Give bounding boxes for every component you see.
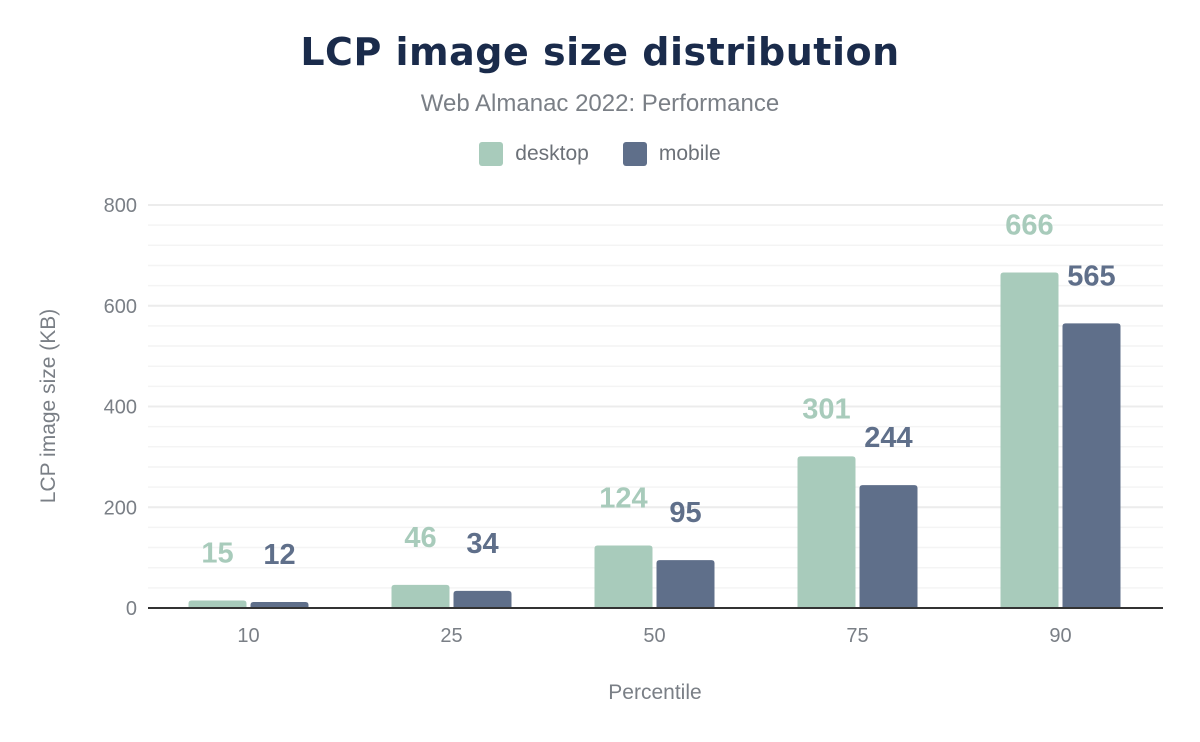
x-tick-label: 50 <box>643 625 665 647</box>
legend-item-mobile[interactable]: mobile <box>622 142 721 166</box>
legend-swatch-mobile <box>622 142 647 166</box>
bar-mobile <box>1062 323 1121 608</box>
bar-mobile <box>859 485 918 608</box>
legend: desktop mobile <box>0 142 1200 166</box>
y-tick-label: 200 <box>104 497 137 519</box>
bar-desktop <box>188 600 247 608</box>
x-tick-label: 75 <box>846 625 868 647</box>
x-tick-label: 25 <box>440 625 462 647</box>
data-label-mobile: 12 <box>263 539 295 571</box>
data-label-mobile: 34 <box>466 528 498 560</box>
data-label-desktop: 666 <box>1005 210 1053 242</box>
y-tick-label: 600 <box>104 296 137 318</box>
y-tick-label: 400 <box>104 397 137 419</box>
legend-label-mobile: mobile <box>658 142 721 165</box>
data-label-desktop: 301 <box>802 393 850 425</box>
y-axis-title: LCP image size (KB) <box>37 309 60 504</box>
data-label-desktop: 46 <box>404 522 436 554</box>
legend-label-desktop: desktop <box>515 142 589 165</box>
data-label-mobile: 95 <box>669 497 701 529</box>
bar-mobile <box>250 601 309 608</box>
x-tick-label: 90 <box>1049 625 1071 647</box>
data-label-desktop: 124 <box>599 483 647 515</box>
chart-title: LCP image size distribution <box>300 30 900 74</box>
y-tick-label: 800 <box>104 195 137 217</box>
bar-desktop <box>797 456 856 608</box>
legend-item-desktop[interactable]: desktop <box>479 142 589 166</box>
bar-mobile <box>453 590 512 608</box>
bar-desktop <box>1000 272 1059 608</box>
x-tick-label: 10 <box>237 625 259 647</box>
chart-subtitle: Web Almanac 2022: Performance <box>420 90 780 117</box>
data-label-desktop: 15 <box>201 537 233 569</box>
bar-desktop <box>391 584 450 608</box>
data-label-mobile: 244 <box>864 422 912 454</box>
bar-desktop <box>594 545 653 608</box>
x-axis-title: Percentile <box>608 681 701 704</box>
bar-mobile <box>656 560 715 608</box>
data-label-mobile: 565 <box>1067 260 1115 292</box>
legend-swatch-desktop <box>479 142 504 166</box>
y-tick-label: 0 <box>126 598 137 620</box>
